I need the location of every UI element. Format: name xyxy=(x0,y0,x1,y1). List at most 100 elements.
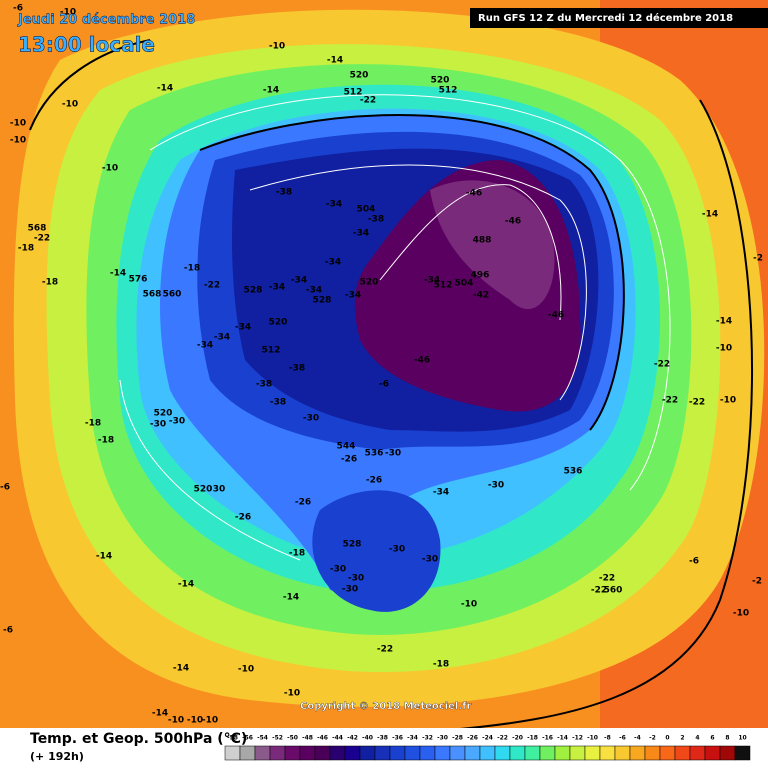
map-label: -10 xyxy=(10,119,26,129)
map-label: -18 xyxy=(18,244,34,254)
map-label: -46 xyxy=(548,311,564,321)
map-label: 520 xyxy=(350,71,369,81)
scale-swatch xyxy=(584,745,601,761)
map-label: -10 xyxy=(10,136,26,146)
map-label: -46 xyxy=(505,217,521,227)
scale-swatch xyxy=(464,745,481,761)
scale-tick-label: -20 xyxy=(512,735,523,742)
map-label: -46 xyxy=(466,189,482,199)
map-label: -30 xyxy=(303,414,319,424)
scale-tick-label: -36 xyxy=(392,735,403,742)
scale-tick-label: -54 xyxy=(257,735,268,742)
map-label: -38 xyxy=(368,215,384,225)
scale-swatch xyxy=(299,745,316,761)
map-label: -14 xyxy=(702,210,718,220)
map-label: 496 xyxy=(471,271,490,281)
map-label: -18 xyxy=(98,436,114,446)
scale-swatch xyxy=(494,745,511,761)
scale-swatch xyxy=(629,745,646,761)
scale-tick-label: 0 xyxy=(665,735,669,742)
map-label: -34 xyxy=(326,200,342,210)
scale-swatch xyxy=(479,745,496,761)
map-label: 536 xyxy=(564,467,583,477)
map-label: -6 xyxy=(689,557,699,567)
scale-swatch xyxy=(539,745,556,761)
map-label: -22 xyxy=(591,586,607,596)
run-info: Run GFS 12 Z du Mercredi 12 décembre 201… xyxy=(478,12,733,24)
map-label: -22 xyxy=(34,234,50,244)
map-label: -6 xyxy=(0,483,10,493)
map-label: -38 xyxy=(276,188,292,198)
scale-swatch xyxy=(734,745,751,761)
scale-tick-label: -38 xyxy=(377,735,388,742)
run-box xyxy=(470,8,768,28)
map-label: -22 xyxy=(599,574,615,584)
scale-swatch xyxy=(659,745,676,761)
scale-swatch xyxy=(509,745,526,761)
scale-tick-label: -46 xyxy=(317,735,328,742)
scale-swatch xyxy=(569,745,586,761)
map-label: -18 xyxy=(289,549,305,559)
map-label: -22 xyxy=(377,645,393,655)
scale-tick-label: -2 xyxy=(649,735,656,742)
map-label: -2 xyxy=(752,577,762,587)
map-label: -14 xyxy=(110,269,126,279)
map-label: -14 xyxy=(283,593,299,603)
map-label: -34 xyxy=(197,341,213,351)
scale-swatch xyxy=(434,745,451,761)
valid-time: 13:00 locale xyxy=(18,33,155,57)
map-label: -34 xyxy=(214,333,230,343)
scale-tick-label: 4 xyxy=(695,735,699,742)
scale-tick-label: 8 xyxy=(725,735,729,742)
map-label: -30 xyxy=(342,585,358,595)
map-label: -22 xyxy=(654,360,670,370)
map-label: 576 xyxy=(129,275,148,285)
scale-tick-label: -8 xyxy=(604,735,611,742)
scale-swatch xyxy=(689,745,706,761)
map-label: 568 xyxy=(143,290,162,300)
map-label: 512 xyxy=(439,86,458,96)
scale-swatch xyxy=(599,745,616,761)
map-label: 560 xyxy=(163,290,182,300)
scale-swatch xyxy=(449,745,466,761)
map-label: -34 xyxy=(424,276,440,286)
scale-swatch xyxy=(314,745,331,761)
map-label: -14 xyxy=(152,709,168,719)
map-label: -38 xyxy=(270,398,286,408)
map-label: 568 xyxy=(28,224,47,234)
scale-swatch xyxy=(344,745,361,761)
map-label: -34 xyxy=(306,286,322,296)
scale-swatch xyxy=(224,745,241,761)
scale-swatch xyxy=(674,745,691,761)
scale-tick-label: -28 xyxy=(452,735,463,742)
map-label: -10 xyxy=(60,8,76,18)
map-label: -2 xyxy=(753,254,763,264)
map-label: -38 xyxy=(289,364,305,374)
map-label: 504 xyxy=(357,205,376,215)
map-label: -18 xyxy=(184,264,200,274)
map-label: -10 xyxy=(720,396,736,406)
scale-swatch xyxy=(239,745,256,761)
map-label: -30 xyxy=(150,420,166,430)
scale-tick-label: -50 xyxy=(287,735,298,742)
scale-swatch xyxy=(329,745,346,761)
map-label: 536 xyxy=(365,449,384,459)
scale-swatch xyxy=(704,745,721,761)
scale-tick-label: -18 xyxy=(527,735,538,742)
map-label: -34 xyxy=(269,283,285,293)
map-label: 488 xyxy=(473,236,492,246)
scale-swatch xyxy=(374,745,391,761)
map-label: -10 xyxy=(187,716,203,726)
map-label: -26 xyxy=(295,498,311,508)
map-label: 512 xyxy=(262,346,281,356)
map-label: -6 xyxy=(379,380,389,390)
scale-tick-label: -58 xyxy=(227,735,238,742)
scale-tick-label: -14 xyxy=(557,735,568,742)
map-label: -30 xyxy=(348,574,364,584)
scale-tick-label: 10 xyxy=(738,735,746,742)
map-label: -34 xyxy=(235,323,251,333)
map-label: 520 xyxy=(269,318,288,328)
scale-tick-label: -10 xyxy=(587,735,598,742)
map-label: -14 xyxy=(263,86,279,96)
map-label: 504 xyxy=(455,279,474,289)
